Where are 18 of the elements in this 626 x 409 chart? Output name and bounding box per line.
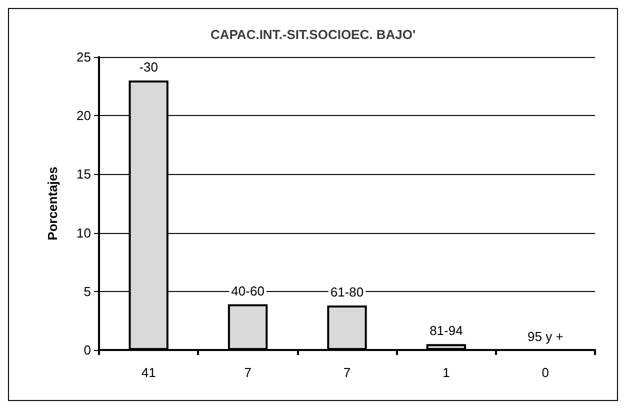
x-tick-label: 41: [141, 365, 156, 380]
annotation: 81-94: [430, 323, 463, 338]
y-tick-label: 25: [76, 50, 91, 64]
chart-title: CAPAC.INT.-SIT.SOCIOEC. BAJO': [210, 27, 416, 42]
y-tick-label: 5: [84, 284, 91, 299]
x-tick-label: 7: [343, 365, 351, 380]
annotation: 40-60: [231, 283, 264, 298]
annotation: -30: [139, 59, 158, 74]
y-tick-label: 0: [84, 342, 91, 358]
annotation: 95 y +: [528, 329, 564, 344]
annotation: 61-80: [330, 284, 364, 300]
y-tick-label: 20: [76, 108, 91, 124]
y-axis-title: Porcentajes: [45, 166, 60, 240]
x-tick-label: 0: [542, 365, 550, 380]
x-tick-label: 7: [244, 365, 252, 380]
x-tick-label: 1: [442, 365, 450, 380]
y-tick-label: 10: [76, 225, 91, 240]
y-tick-label: 15: [76, 166, 91, 182]
